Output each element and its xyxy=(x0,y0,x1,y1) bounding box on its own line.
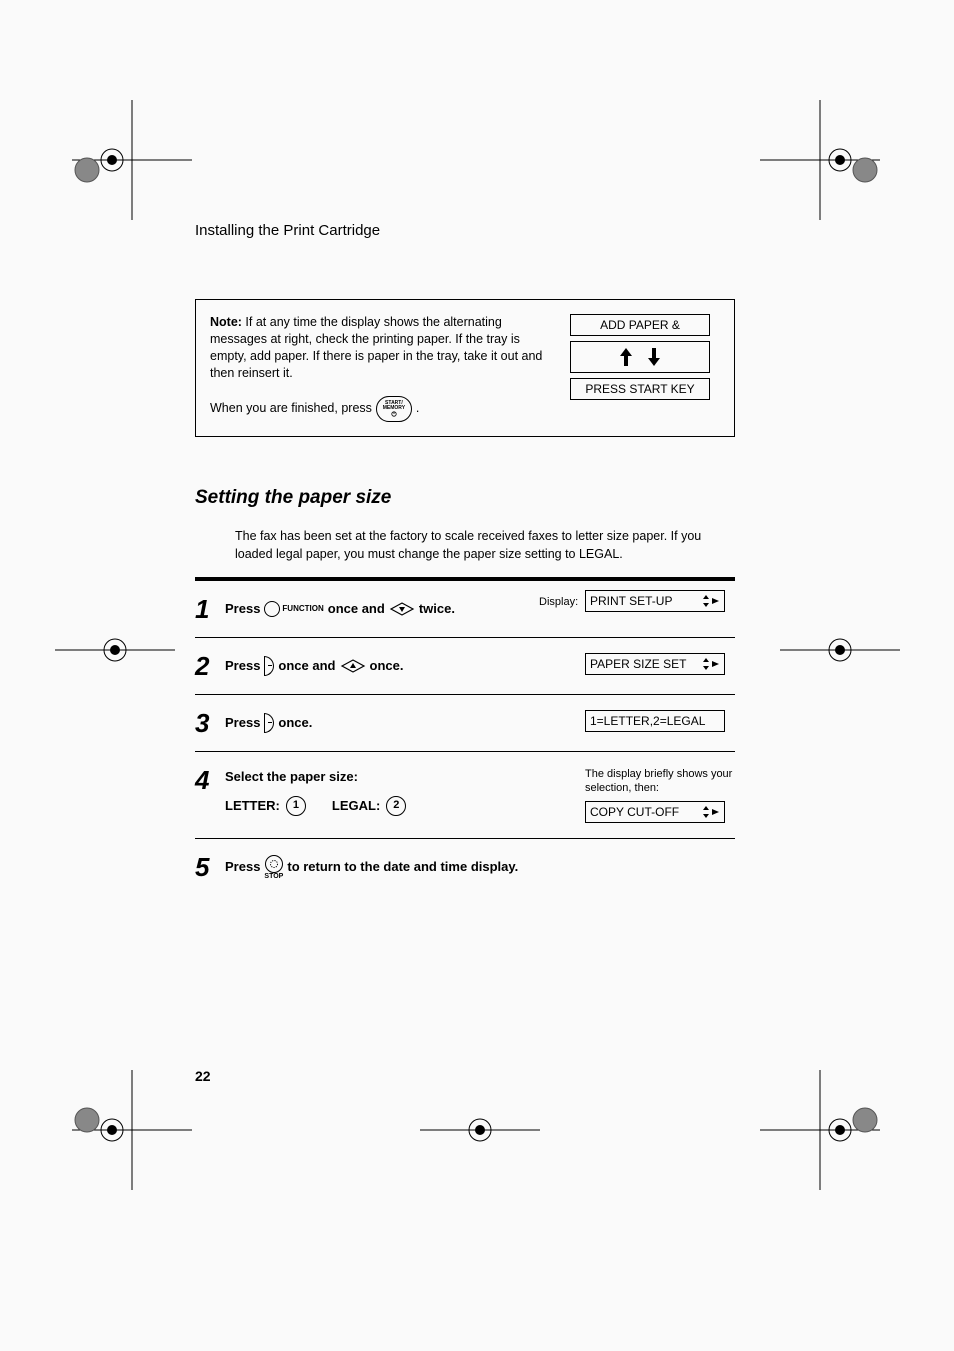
up-diamond-button-icon xyxy=(340,658,366,674)
step-body: Press once. xyxy=(225,710,585,736)
section-intro: The fax has been set at the factory to s… xyxy=(235,527,735,563)
step-display-col: PAPER SIZE SET xyxy=(585,653,735,675)
right-half-button-icon xyxy=(264,713,274,733)
page-header: Installing the Print Cartridge xyxy=(195,222,735,239)
step-number: 2 xyxy=(195,653,225,679)
step-row: 3 Press once. 1=LETTER,2=LEGAL xyxy=(195,695,735,752)
lcd-display: COPY CUT-OFF xyxy=(585,801,725,823)
step-body: Select the paper size: LETTER: 1 LEGAL: … xyxy=(225,767,585,817)
crop-mark xyxy=(72,100,192,220)
crop-mark xyxy=(760,100,880,220)
step-number: 1 xyxy=(195,596,225,622)
step4-line1: Select the paper size: xyxy=(225,767,585,788)
crop-mark xyxy=(760,1070,880,1190)
note-box: Note: If at any time the display shows t… xyxy=(195,299,735,437)
function-button-icon: FUNCTION xyxy=(264,601,323,617)
step-body: Press once and once. xyxy=(225,653,585,679)
step-display-col: The display briefly shows your selection… xyxy=(585,767,735,824)
step-body: Press FUNCTION once and twice. xyxy=(225,596,585,622)
note-finish-suffix: . xyxy=(416,400,419,417)
note-finish-prefix: When you are finished, press xyxy=(210,400,372,417)
page-number: 22 xyxy=(195,1068,211,1084)
step4-right-text: The display briefly shows your selection… xyxy=(585,767,735,796)
lcd-display: ADD PAPER & xyxy=(570,314,710,336)
crop-mark xyxy=(780,610,900,690)
crop-mark xyxy=(420,1110,540,1170)
down-arrow-icon xyxy=(647,347,661,367)
updown-right-arrow-icon xyxy=(702,658,720,670)
updown-right-arrow-icon xyxy=(702,806,720,818)
note-text-block: Note: If at any time the display shows t… xyxy=(210,314,550,422)
keypad-1-icon: 1 xyxy=(286,796,306,816)
step-row: 4 Select the paper size: LETTER: 1 LEGAL… xyxy=(195,752,735,840)
step-row: 5 Press STOP to return to the date and t… xyxy=(195,839,735,895)
lcd-display: PRESS START KEY xyxy=(570,378,710,400)
step-number: 4 xyxy=(195,767,225,793)
step-number: 5 xyxy=(195,854,225,880)
down-diamond-button-icon xyxy=(389,601,415,617)
step-display-col: Display: PRINT SET-UP xyxy=(585,596,735,612)
step-row: 2 Press once and once. PAPER SIZE SET xyxy=(195,638,735,695)
updown-right-arrow-icon xyxy=(702,595,720,607)
page-content: Installing the Print Cartridge Note: If … xyxy=(195,222,735,895)
display-label: Display: xyxy=(539,596,578,608)
section-title: Setting the paper size xyxy=(195,487,735,509)
keypad-2-icon: 2 xyxy=(386,796,406,816)
step-row: 1 Press FUNCTION once and twice. Display… xyxy=(195,581,735,638)
up-arrow-icon xyxy=(619,347,633,367)
note-display-block: ADD PAPER & PRESS START KEY xyxy=(570,314,720,422)
lcd-display: PAPER SIZE SET xyxy=(585,653,725,675)
right-half-button-icon xyxy=(264,656,274,676)
step-display-col: 1=LETTER,2=LEGAL xyxy=(585,710,735,732)
stop-button-icon: STOP xyxy=(264,855,283,880)
start-memory-button-icon: START/ MEMORY xyxy=(376,396,412,422)
step-body: Press STOP to return to the date and tim… xyxy=(225,854,735,880)
power-icon xyxy=(390,411,398,417)
step-number: 3 xyxy=(195,710,225,736)
lcd-display: 1=LETTER,2=LEGAL xyxy=(585,710,725,732)
note-label: Note: xyxy=(210,315,242,329)
crop-mark xyxy=(72,1070,192,1190)
lcd-display: PRINT SET-UP xyxy=(585,590,725,612)
lcd-arrows xyxy=(570,341,710,373)
note-text: If at any time the display shows the alt… xyxy=(210,315,542,380)
crop-mark xyxy=(55,610,175,690)
